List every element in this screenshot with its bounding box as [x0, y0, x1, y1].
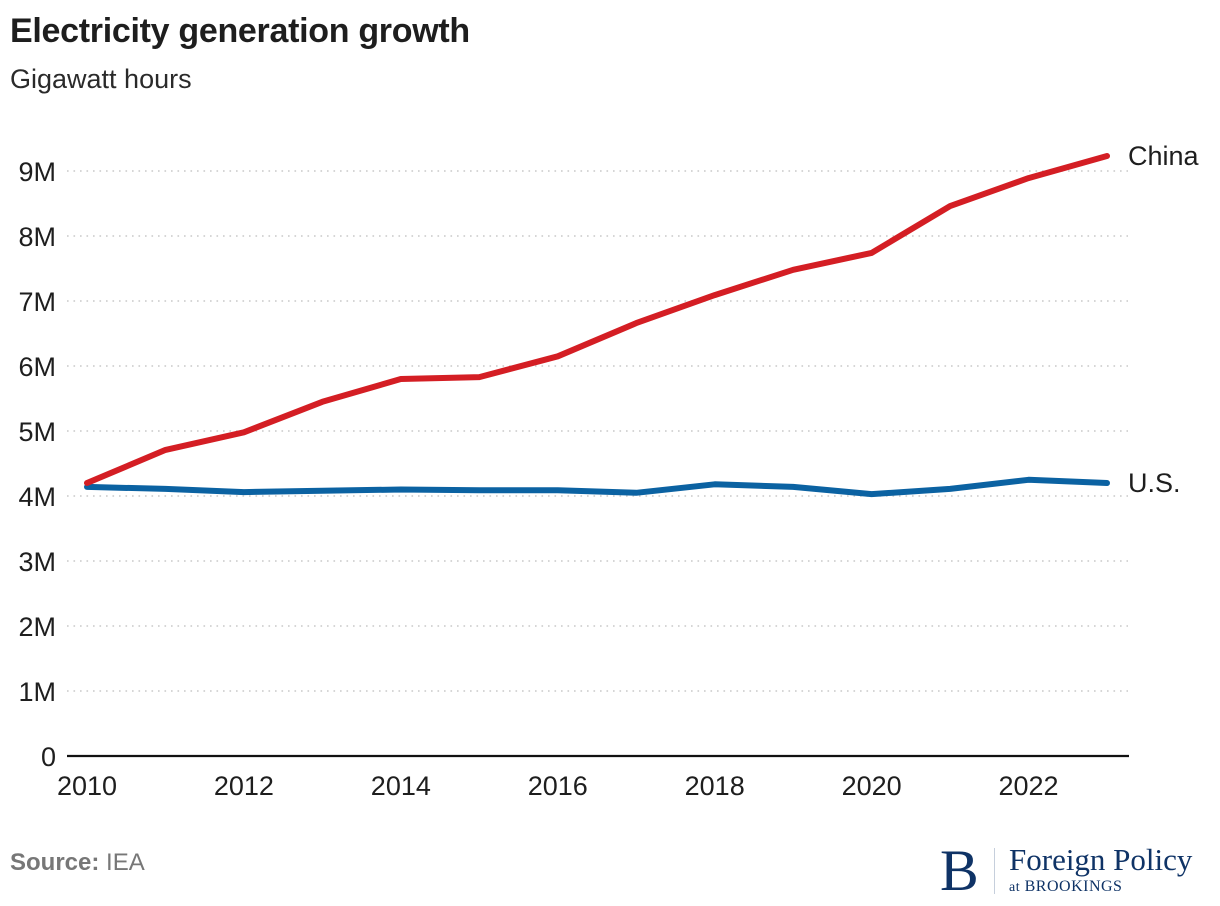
x-tick-label: 2016 — [528, 771, 588, 801]
y-tick-label: 4M — [18, 482, 56, 512]
gridlines — [67, 170, 1128, 692]
x-tick-label: 2022 — [998, 771, 1058, 801]
y-tick-label: 9M — [18, 157, 56, 187]
series-line-china — [84, 153, 1110, 486]
x-tick-label: 2018 — [685, 771, 745, 801]
y-tick-label: 0 — [41, 742, 56, 772]
logo-main-text: Foreign Policy — [1009, 841, 1193, 877]
chart-subtitle: Gigawatt hours — [10, 64, 192, 94]
series-label-us: U.S. — [1128, 468, 1181, 498]
y-tick-label: 3M — [18, 547, 56, 577]
logo-sub-at: at — [1009, 879, 1021, 895]
y-tick-label: 7M — [18, 287, 56, 317]
series-labels: U.S. China — [1128, 141, 1200, 498]
source-note: Source: IEA — [10, 849, 145, 877]
series-line-us — [84, 476, 1110, 498]
x-tick-label: 2014 — [371, 771, 431, 801]
brookings-foreign-policy-logo: B Foreign Policy at BROOKINGS — [940, 838, 1193, 903]
x-tick-label: 2012 — [214, 771, 274, 801]
series-label-china: China — [1128, 141, 1200, 171]
chart-title: Electricity generation growth — [10, 12, 470, 50]
logo-divider — [994, 848, 995, 894]
y-tick-label: 6M — [18, 352, 56, 382]
logo-letter: B — [940, 838, 979, 903]
x-tick-label: 2020 — [842, 771, 902, 801]
y-tick-label: 1M — [18, 677, 56, 707]
y-axis-tick-labels: 0 1M 2M 3M 4M 5M 6M 7M 8M 9M — [18, 157, 56, 772]
x-tick-label: 2010 — [57, 771, 117, 801]
y-tick-label: 5M — [18, 417, 56, 447]
line-chart: 0 1M 2M 3M 4M 5M 6M 7M 8M 9M 2010 2012 2014 2016 2018… — [18, 141, 1200, 801]
logo-sub-org: BROOKINGS — [1024, 877, 1123, 895]
logo-sub-text: at BROOKINGS — [1009, 876, 1192, 899]
source-label: Source: — [10, 849, 100, 876]
x-axis-tick-labels: 2010 2012 2014 2016 2018 2020 2022 — [57, 771, 1059, 801]
series-lines — [84, 153, 1110, 498]
source-value: IEA — [106, 849, 145, 876]
y-tick-label: 8M — [18, 222, 56, 252]
y-tick-label: 2M — [18, 612, 56, 642]
